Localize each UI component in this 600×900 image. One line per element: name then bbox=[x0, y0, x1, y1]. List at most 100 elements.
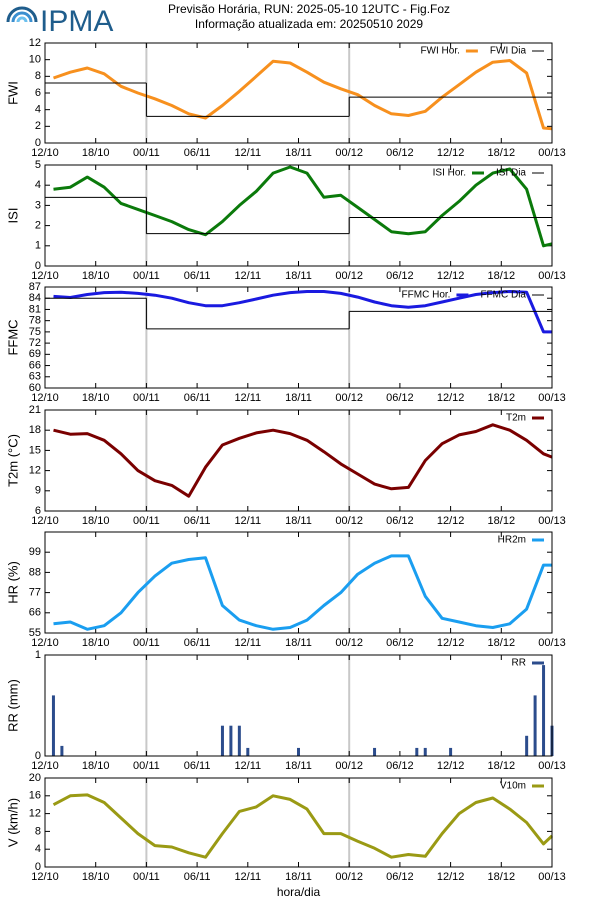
plot-frame bbox=[44, 654, 553, 757]
y-tick-label: 12 bbox=[29, 465, 41, 477]
x-tick-label: 00/12 bbox=[335, 515, 363, 527]
y-tick-label: 6 bbox=[35, 505, 41, 517]
x-tick-label: 12/12 bbox=[437, 147, 465, 159]
x-tick-label: 06/12 bbox=[386, 760, 414, 772]
y-tick-label: 8 bbox=[35, 70, 41, 82]
x-tick-label: 00/12 bbox=[335, 147, 363, 159]
x-tick-label: 00/11 bbox=[133, 760, 160, 772]
x-tick-label: 12/10 bbox=[31, 270, 59, 282]
series-line bbox=[53, 59, 553, 131]
plot-frame bbox=[44, 777, 553, 868]
bar bbox=[449, 747, 453, 756]
x-tick-label: 00/13 bbox=[538, 760, 566, 772]
y-tick-label: 16 bbox=[29, 790, 41, 802]
y-tick-label: 5 bbox=[35, 159, 41, 171]
x-tick-label: 12/11 bbox=[234, 392, 261, 404]
legend-label: RR bbox=[512, 658, 526, 669]
x-tick-label: 12/11 bbox=[234, 147, 261, 159]
series-line bbox=[53, 423, 553, 498]
x-tick-label: 18/10 bbox=[82, 637, 110, 649]
y-tick-label: 4 bbox=[35, 104, 41, 116]
y-tick-label: 63 bbox=[29, 371, 41, 383]
logo-text: IPMA bbox=[40, 5, 113, 38]
x-tick-label: 18/10 bbox=[82, 392, 110, 404]
series-line bbox=[53, 165, 553, 248]
x-tick-label: 18/10 bbox=[82, 871, 110, 883]
bar bbox=[220, 725, 224, 756]
x-tick-label: 18/10 bbox=[82, 147, 110, 159]
legend-label: ISI Hor. bbox=[433, 168, 466, 179]
y-tick-label: 60 bbox=[29, 382, 41, 394]
y-tick-label: 0 bbox=[35, 260, 41, 272]
plot-frame bbox=[44, 42, 553, 144]
y-tick-label: 4 bbox=[35, 843, 41, 855]
y-tick-label: 12 bbox=[29, 37, 41, 49]
x-tick-label: 12/12 bbox=[437, 871, 465, 883]
x-tick-label: 12/10 bbox=[31, 637, 59, 649]
plot-frame bbox=[44, 531, 553, 634]
y-tick-label: 66 bbox=[29, 359, 41, 371]
x-tick-label: 12/12 bbox=[437, 760, 465, 772]
x-tick-label: 06/11 bbox=[184, 637, 211, 649]
x-tick-label: 12/11 bbox=[234, 515, 261, 527]
y-tick-label: 81 bbox=[29, 303, 41, 315]
legend-label: V10m bbox=[500, 781, 526, 792]
x-tick-label: 00/12 bbox=[335, 270, 363, 282]
x-tick-label: 12/11 bbox=[234, 871, 261, 883]
y-axis-label: T2m (°C) bbox=[5, 434, 20, 487]
y-tick-label: 8 bbox=[35, 825, 41, 837]
y-tick-label: 20 bbox=[29, 772, 41, 784]
x-tick-label: 18/11 bbox=[285, 270, 312, 282]
series-line bbox=[53, 290, 552, 334]
x-tick-label: 00/12 bbox=[335, 871, 363, 883]
legend-label: T2m bbox=[506, 413, 526, 424]
plot-frame bbox=[44, 164, 553, 267]
x-tick-label: 06/11 bbox=[184, 515, 211, 527]
bar bbox=[533, 695, 537, 756]
x-tick-label: 00/11 bbox=[133, 392, 160, 404]
x-tick-label: 18/10 bbox=[82, 270, 110, 282]
y-tick-label: 3 bbox=[35, 199, 41, 211]
bar bbox=[229, 725, 233, 756]
x-tick-label: 18/11 bbox=[285, 760, 312, 772]
x-tick-label: 18/12 bbox=[488, 270, 516, 282]
x-tick-label: 18/12 bbox=[488, 760, 516, 772]
x-tick-label: 18/12 bbox=[488, 392, 516, 404]
x-tick-label: 12/10 bbox=[31, 515, 59, 527]
bar bbox=[237, 725, 241, 756]
x-tick-label: 00/13 bbox=[538, 270, 566, 282]
bar bbox=[542, 665, 546, 756]
x-tick-label: 06/12 bbox=[386, 637, 414, 649]
x-tick-label: 12/12 bbox=[437, 637, 465, 649]
y-tick-label: 66 bbox=[29, 607, 41, 619]
x-tick-label: 12/11 bbox=[234, 637, 261, 649]
x-tick-label: 06/11 bbox=[184, 871, 211, 883]
x-tick-label: 18/11 bbox=[285, 637, 312, 649]
x-tick-label: 18/12 bbox=[488, 515, 516, 527]
legend-label: HR2m bbox=[498, 535, 526, 546]
bar bbox=[415, 747, 419, 756]
plot-frame bbox=[44, 409, 553, 512]
x-tick-label: 18/10 bbox=[82, 515, 110, 527]
y-tick-label: 2 bbox=[35, 220, 41, 232]
x-tick-label: 06/11 bbox=[184, 270, 211, 282]
x-tick-label: 12/10 bbox=[31, 760, 59, 772]
x-axis-label: hora/dia bbox=[277, 885, 321, 899]
series-line bbox=[52, 793, 554, 859]
x-tick-label: 00/11 bbox=[133, 871, 160, 883]
y-axis-label: V (km/h) bbox=[5, 798, 20, 847]
logo: IPMA bbox=[6, 5, 113, 38]
y-tick-label: 78 bbox=[29, 315, 41, 327]
y-axis-label: HR (%) bbox=[5, 561, 20, 604]
bar bbox=[373, 747, 377, 756]
y-tick-label: 0 bbox=[35, 137, 41, 149]
x-tick-label: 18/11 bbox=[285, 515, 312, 527]
bar bbox=[525, 735, 529, 756]
x-tick-label: 00/11 bbox=[133, 515, 160, 527]
y-tick-label: 10 bbox=[29, 54, 41, 66]
x-tick-label: 00/13 bbox=[538, 515, 566, 527]
bar bbox=[246, 747, 250, 756]
x-tick-label: 06/11 bbox=[184, 392, 211, 404]
x-tick-label: 06/12 bbox=[386, 392, 414, 404]
